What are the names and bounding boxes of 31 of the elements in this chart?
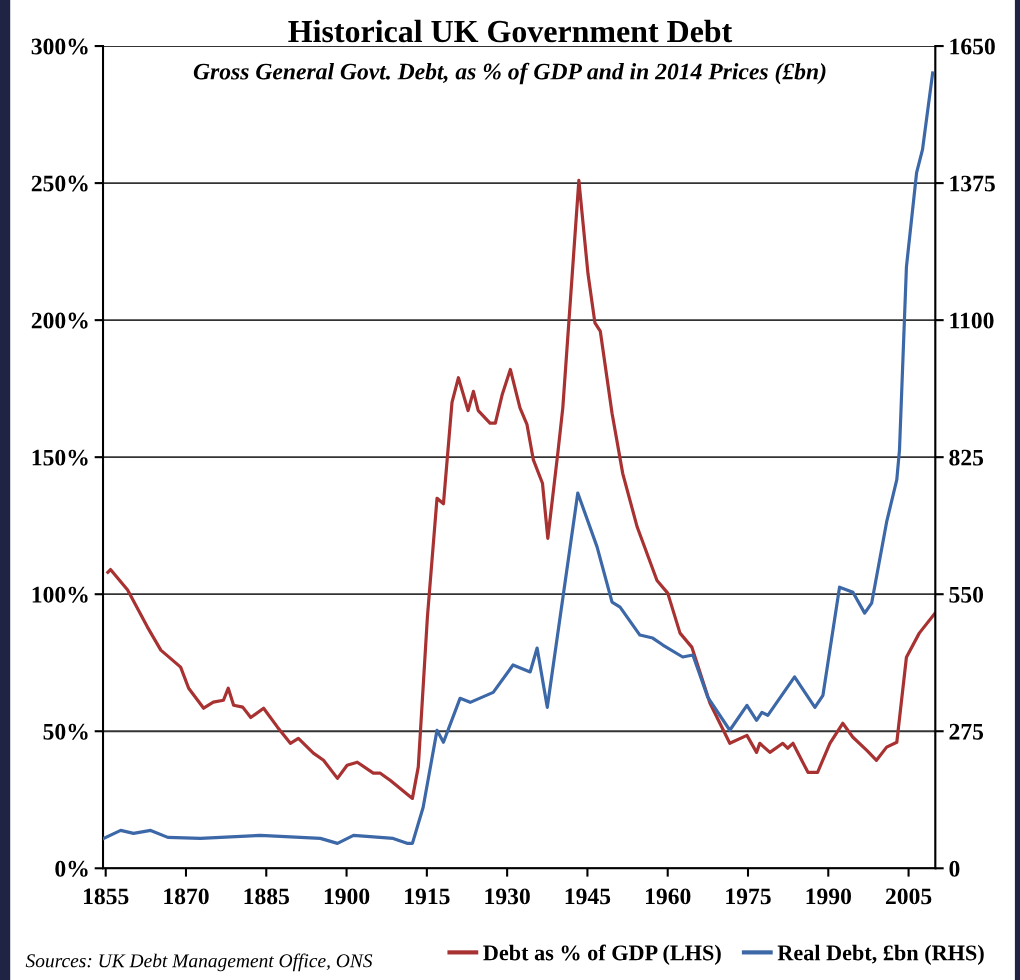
y2-tick-label: 275 — [949, 723, 984, 740]
y2-tick-label: 825 — [949, 449, 984, 466]
y-tick-label: 50% — [43, 723, 88, 740]
y-tick-label: 100% — [32, 586, 88, 603]
y2-tick-label: 0 — [949, 860, 960, 877]
y2-tick-label: 1650 — [950, 38, 995, 55]
x-tick-label: 1945 — [565, 888, 611, 905]
y-tick-label: 300% — [31, 38, 88, 55]
x-tick-label: 1855 — [83, 888, 129, 905]
source-note: Sources: UK Debt Management Office, ONS — [25, 953, 373, 972]
x-tick-label: 1900 — [324, 888, 370, 905]
legend-label: Debt as % of GDP (LHS) — [483, 944, 721, 965]
text: Gross General Govt. Debt, as % of GDP and in 2014 Prices (£bn) — [193, 62, 826, 85]
y-tick-label: 250% — [31, 175, 88, 192]
x-tick-label: 1870 — [164, 888, 209, 905]
x-tick-label: 1885 — [244, 888, 290, 905]
y2-tick-label: 1375 — [950, 175, 995, 192]
y-tick-label: 150% — [32, 449, 88, 466]
x-tick-label: 1930 — [485, 888, 530, 905]
x-tick-label: 1975 — [726, 888, 771, 905]
x-tick-label: 1915 — [405, 888, 450, 905]
y-tick-label: 200% — [31, 312, 88, 329]
legend-label: Real Debt, £bn (RHS) — [777, 944, 984, 965]
line-series — [106, 178, 936, 800]
x-tick-label: 2005 — [885, 888, 932, 905]
y2-tick-label: 1100 — [950, 312, 994, 329]
x-tick-label: 1990 — [806, 888, 851, 905]
y-tick-label: 0% — [55, 860, 88, 877]
x-tick-label: 1960 — [645, 888, 691, 905]
chart-title: Historical UK Government Debt — [288, 19, 733, 43]
y2-tick-label: 550 — [949, 586, 984, 603]
